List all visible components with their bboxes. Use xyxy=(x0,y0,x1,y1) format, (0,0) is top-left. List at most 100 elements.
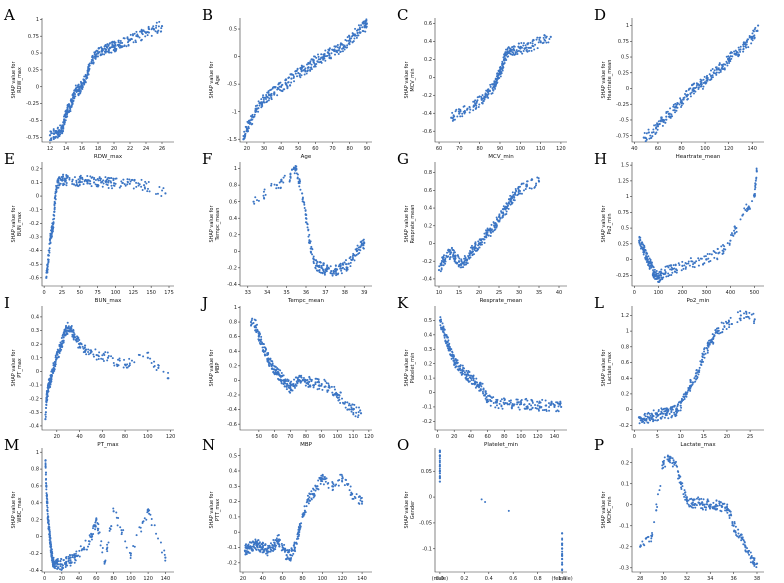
data-point xyxy=(294,383,297,386)
data-point xyxy=(269,357,272,360)
y-tick-label: 0 xyxy=(626,257,629,263)
data-point xyxy=(666,411,669,414)
data-point xyxy=(279,186,282,189)
data-point xyxy=(277,186,280,189)
data-point xyxy=(285,558,288,561)
data-point xyxy=(648,137,651,140)
data-point xyxy=(321,388,324,391)
data-point xyxy=(489,85,492,88)
data-point xyxy=(472,375,475,378)
data-point xyxy=(46,268,49,271)
data-point xyxy=(320,264,323,267)
data-point xyxy=(282,547,285,550)
x-tick-label: 140 xyxy=(747,146,757,152)
data-point xyxy=(265,94,268,97)
data-point xyxy=(259,546,262,549)
y-tick-label: 0.8 xyxy=(424,170,432,176)
data-point xyxy=(745,203,748,206)
data-point xyxy=(639,416,642,419)
data-point xyxy=(287,379,290,382)
data-point xyxy=(463,373,466,376)
data-point xyxy=(73,176,76,179)
data-point xyxy=(101,180,104,183)
data-point xyxy=(56,558,59,561)
data-point xyxy=(506,403,509,406)
data-point xyxy=(153,524,156,527)
data-point xyxy=(662,412,665,415)
data-point xyxy=(314,381,317,384)
data-point xyxy=(98,50,101,53)
data-point xyxy=(106,359,109,362)
data-point xyxy=(486,227,489,230)
data-point xyxy=(469,249,472,252)
data-point xyxy=(290,77,293,80)
data-point xyxy=(695,378,698,381)
y-tick-label: 0 xyxy=(429,75,432,81)
data-point xyxy=(147,180,150,183)
data-point xyxy=(50,236,53,239)
data-point xyxy=(285,554,288,557)
data-point xyxy=(294,376,297,379)
data-point xyxy=(243,130,246,133)
x-tick-label: 80 xyxy=(347,146,353,152)
subplot-L: L0 5 10 15 20 25-0.200.20.40.60.811.2Lactate_… xyxy=(594,294,764,448)
data-point xyxy=(72,183,75,186)
data-point xyxy=(519,192,522,195)
data-point xyxy=(69,564,72,567)
data-point xyxy=(284,378,287,381)
data-point xyxy=(58,184,61,187)
x-tick-label: 16 xyxy=(79,146,85,152)
y-tick-label: -0.5 xyxy=(227,82,237,88)
data-point xyxy=(249,546,252,549)
y-tick-label: 0.2 xyxy=(424,223,432,229)
data-point xyxy=(74,558,77,561)
data-point xyxy=(143,517,146,520)
data-point xyxy=(270,98,273,101)
data-point xyxy=(491,230,494,233)
data-point xyxy=(454,110,457,113)
data-point xyxy=(57,186,60,189)
panel-label: L xyxy=(594,294,604,312)
data-point xyxy=(463,109,466,112)
data-point xyxy=(692,263,695,266)
data-point xyxy=(458,257,461,260)
data-point xyxy=(518,408,521,411)
data-point xyxy=(288,550,291,553)
data-point xyxy=(689,387,692,390)
data-point xyxy=(75,181,78,184)
x-tick-label: 12 xyxy=(47,146,53,152)
data-point xyxy=(49,537,52,540)
data-point xyxy=(91,56,94,59)
data-point xyxy=(78,183,81,186)
data-point xyxy=(641,419,644,422)
data-point xyxy=(687,93,690,96)
data-point xyxy=(703,75,706,78)
data-point xyxy=(536,404,539,407)
data-point xyxy=(643,251,646,254)
panel-label: A xyxy=(3,6,15,24)
x-tick-label: 60 xyxy=(93,576,99,582)
data-point xyxy=(660,117,663,120)
data-point xyxy=(548,405,551,408)
data-point xyxy=(81,177,84,180)
data-point xyxy=(468,111,471,114)
data-point xyxy=(675,414,678,417)
data-point xyxy=(112,45,115,48)
x-tick-label: 120 xyxy=(143,576,153,582)
data-point xyxy=(673,109,676,112)
data-point xyxy=(508,403,511,406)
y-tick-label: 0.8 xyxy=(31,467,39,473)
data-point xyxy=(513,196,516,199)
data-point xyxy=(57,129,60,132)
data-point xyxy=(107,176,110,179)
y-tick-label: 0.2 xyxy=(424,57,432,63)
data-point xyxy=(734,231,737,234)
data-point xyxy=(133,32,136,35)
data-point xyxy=(753,320,756,323)
data-point xyxy=(290,168,293,171)
data-point xyxy=(736,321,739,324)
x-tick-label: 60 xyxy=(99,434,105,440)
data-point xyxy=(100,540,103,543)
data-point xyxy=(73,561,76,564)
data-point xyxy=(106,43,109,46)
